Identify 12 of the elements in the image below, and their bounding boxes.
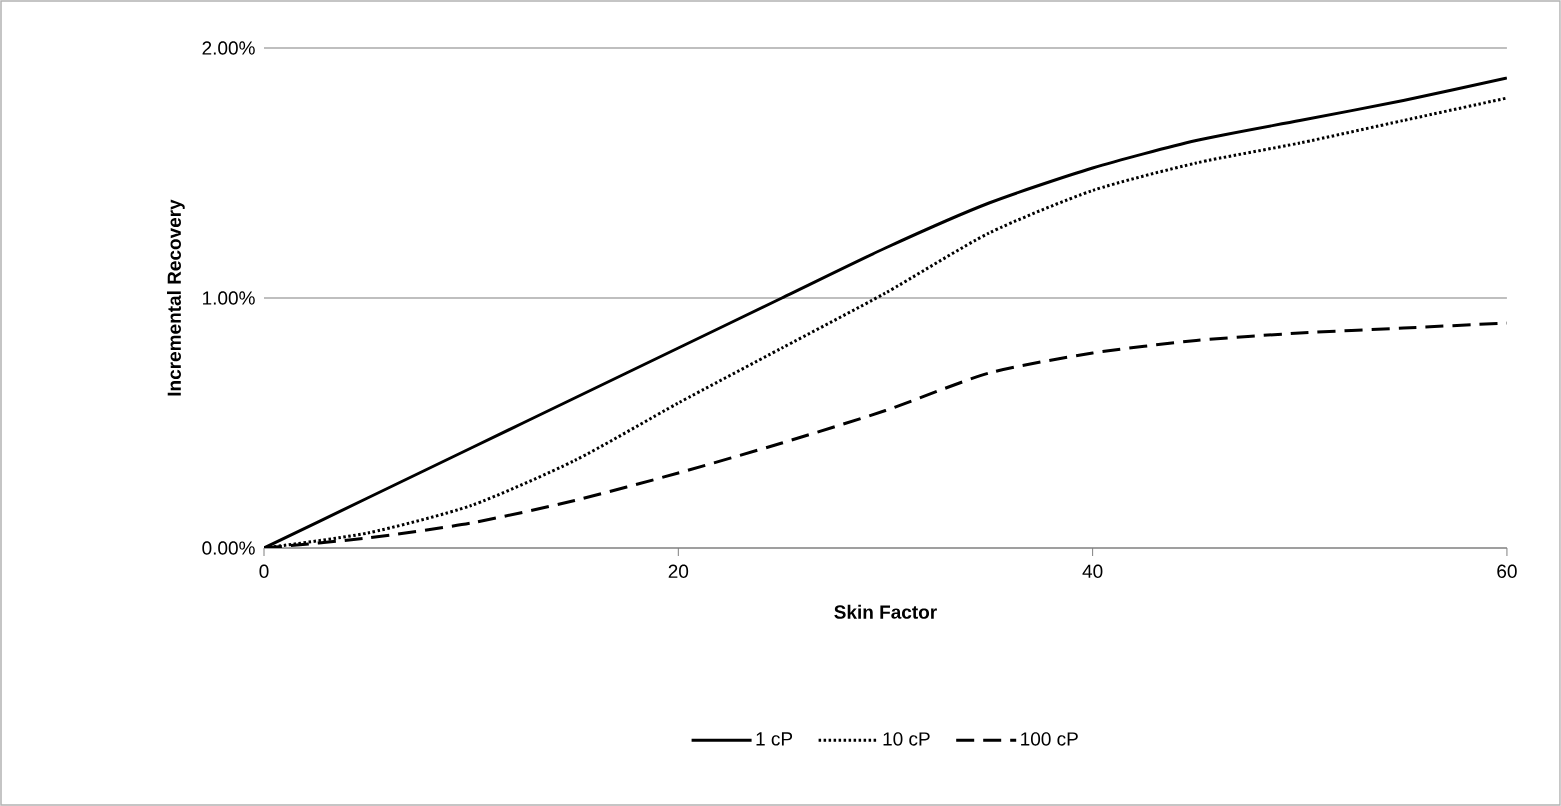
y-tick-label: 0.00%: [202, 541, 255, 555]
x-tick-label: 60: [1497, 564, 1517, 578]
y-axis-title: Incremental Recovery: [167, 199, 185, 396]
legend-label: 10 cP: [883, 732, 930, 746]
x-tick-label: 20: [668, 564, 689, 578]
y-tick-label: 1.00%: [203, 291, 255, 305]
x-axis-title: Skin Factor: [834, 604, 937, 619]
x-tick-label: 0: [259, 564, 269, 578]
y-tick-label: 2.00%: [202, 41, 255, 55]
x-tick-label: 40: [1082, 564, 1103, 578]
legend-label: 1 cP: [756, 732, 793, 746]
legend-label: 100 cP: [1021, 732, 1078, 746]
